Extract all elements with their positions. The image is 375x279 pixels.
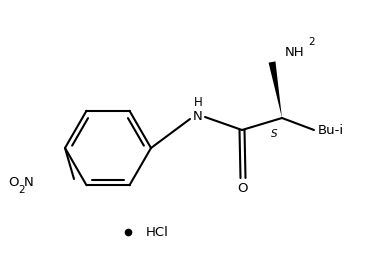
Text: Bu-i: Bu-i: [318, 124, 344, 136]
Text: 2: 2: [18, 185, 25, 195]
Text: O: O: [238, 182, 248, 194]
Text: HCl: HCl: [146, 225, 169, 239]
Text: H: H: [194, 97, 202, 109]
Text: S: S: [271, 129, 277, 139]
Text: 2: 2: [308, 37, 315, 47]
Text: N: N: [193, 110, 203, 124]
Text: N: N: [24, 175, 34, 189]
Text: NH: NH: [285, 45, 304, 59]
Polygon shape: [268, 61, 282, 118]
Text: O: O: [8, 175, 18, 189]
